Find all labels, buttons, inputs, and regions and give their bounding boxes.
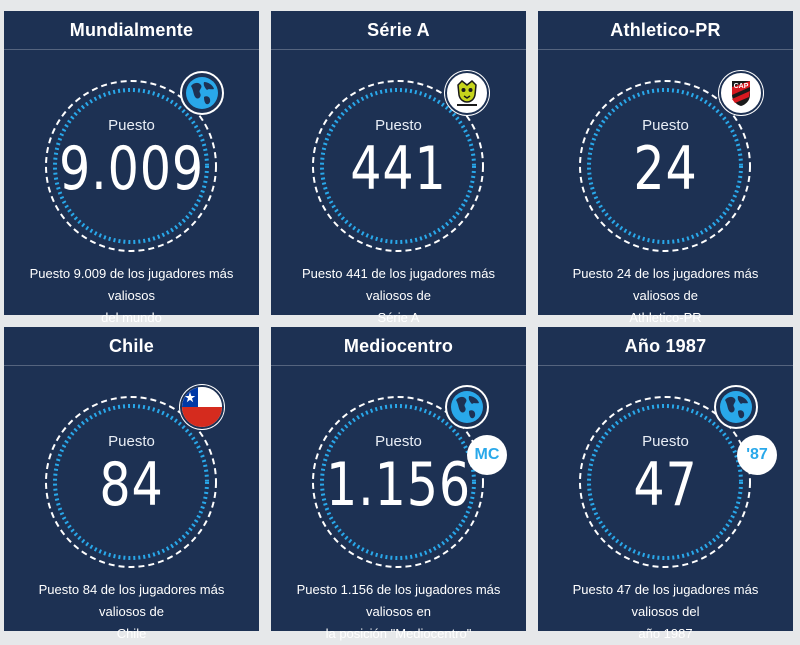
description-line-2: del mundo xyxy=(101,310,162,325)
rank-label: Puesto xyxy=(642,117,689,134)
globe-icon xyxy=(180,71,224,115)
ranking-card-year: Año 1987 '87 Puesto 47 Puesto 47 de los … xyxy=(538,327,793,641)
card-description: Puesto 1.156 de los jugadores más valios… xyxy=(281,579,516,645)
ranking-ring xyxy=(312,80,484,252)
card-title: Mediocentro xyxy=(343,335,454,356)
globe-icon xyxy=(714,385,758,429)
description-line-1: Puesto 1.156 de los jugadores más valios… xyxy=(296,582,501,619)
ranking-ring xyxy=(45,396,217,568)
card-title: Chile xyxy=(108,335,154,356)
description-line-2: Chile xyxy=(116,626,147,641)
description-line-1: Puesto 441 de los jugadores más valiosos… xyxy=(302,266,495,303)
card-title: Mundialmente xyxy=(69,19,194,40)
athletico-pr-crest-icon: CAP xyxy=(719,71,763,115)
ranking-ring xyxy=(579,80,751,252)
divider xyxy=(271,365,526,366)
rank-label: Puesto xyxy=(642,433,689,450)
card-description: Puesto 84 de los jugadores más valiosos … xyxy=(14,579,249,645)
description-line-1: Puesto 24 de los jugadores más valiosos … xyxy=(572,266,759,303)
divider xyxy=(4,49,259,50)
rank-value: 1.156 xyxy=(326,450,471,520)
description-line-2: la posición "Mediocentro" xyxy=(325,626,472,641)
chile-flag-icon xyxy=(180,385,224,429)
divider xyxy=(538,365,793,366)
description-line-1: Puesto 9.009 de los jugadores más valios… xyxy=(29,266,234,303)
rank-value: 84 xyxy=(99,450,164,520)
rank-label: Puesto xyxy=(108,433,155,450)
divider xyxy=(4,365,259,366)
crest-text: CAP xyxy=(734,83,749,90)
rank-value: 47 xyxy=(633,450,698,520)
description-line-2: Athletico-PR xyxy=(629,310,702,325)
position-badge: MC xyxy=(467,435,507,475)
year-badge: '87 xyxy=(737,435,777,475)
card-description: Puesto 9.009 de los jugadores más valios… xyxy=(14,263,249,329)
divider xyxy=(538,49,793,50)
serie-a-logo-icon xyxy=(445,71,489,115)
rank-value: 9.009 xyxy=(59,134,204,204)
card-title: Año 1987 xyxy=(624,335,707,356)
description-line-1: Puesto 84 de los jugadores más valiosos … xyxy=(38,582,225,619)
ranking-card-worldwide: Mundialmente Puesto 9.009 Puesto 9.009 d… xyxy=(4,11,259,325)
description-line-2: año 1987 xyxy=(638,626,693,641)
ranking-card-country: Chile Puesto 84 Puesto 84 de los jugador… xyxy=(4,327,259,641)
globe-icon xyxy=(445,385,489,429)
rank-label: Puesto xyxy=(108,117,155,134)
rank-value: 441 xyxy=(350,134,447,204)
card-title: Série A xyxy=(367,19,430,40)
ranking-ring xyxy=(45,80,217,252)
rank-label: Puesto xyxy=(375,117,422,134)
ranking-card-club: Athletico-PR CAP Puesto 24 Puesto 24 de … xyxy=(538,11,793,325)
ranking-ring xyxy=(579,396,751,568)
card-description: Puesto 47 de los jugadores más valiosos … xyxy=(548,579,783,645)
ranking-ring xyxy=(312,396,484,568)
card-description: Puesto 441 de los jugadores más valiosos… xyxy=(281,263,516,329)
card-title: Athletico-PR xyxy=(610,19,721,40)
rank-label: Puesto xyxy=(375,433,422,450)
ranking-card-position: Mediocentro MC Puesto 1.156 Puesto 1.156… xyxy=(271,327,526,641)
divider xyxy=(271,49,526,50)
description-line-2: Série A xyxy=(377,310,420,325)
description-line-1: Puesto 47 de los jugadores más valiosos … xyxy=(572,582,759,619)
rank-value: 24 xyxy=(633,134,698,204)
card-description: Puesto 24 de los jugadores más valiosos … xyxy=(548,263,783,329)
ranking-card-league: Série A Puesto 441 Puesto 441 de los jug… xyxy=(271,11,526,325)
